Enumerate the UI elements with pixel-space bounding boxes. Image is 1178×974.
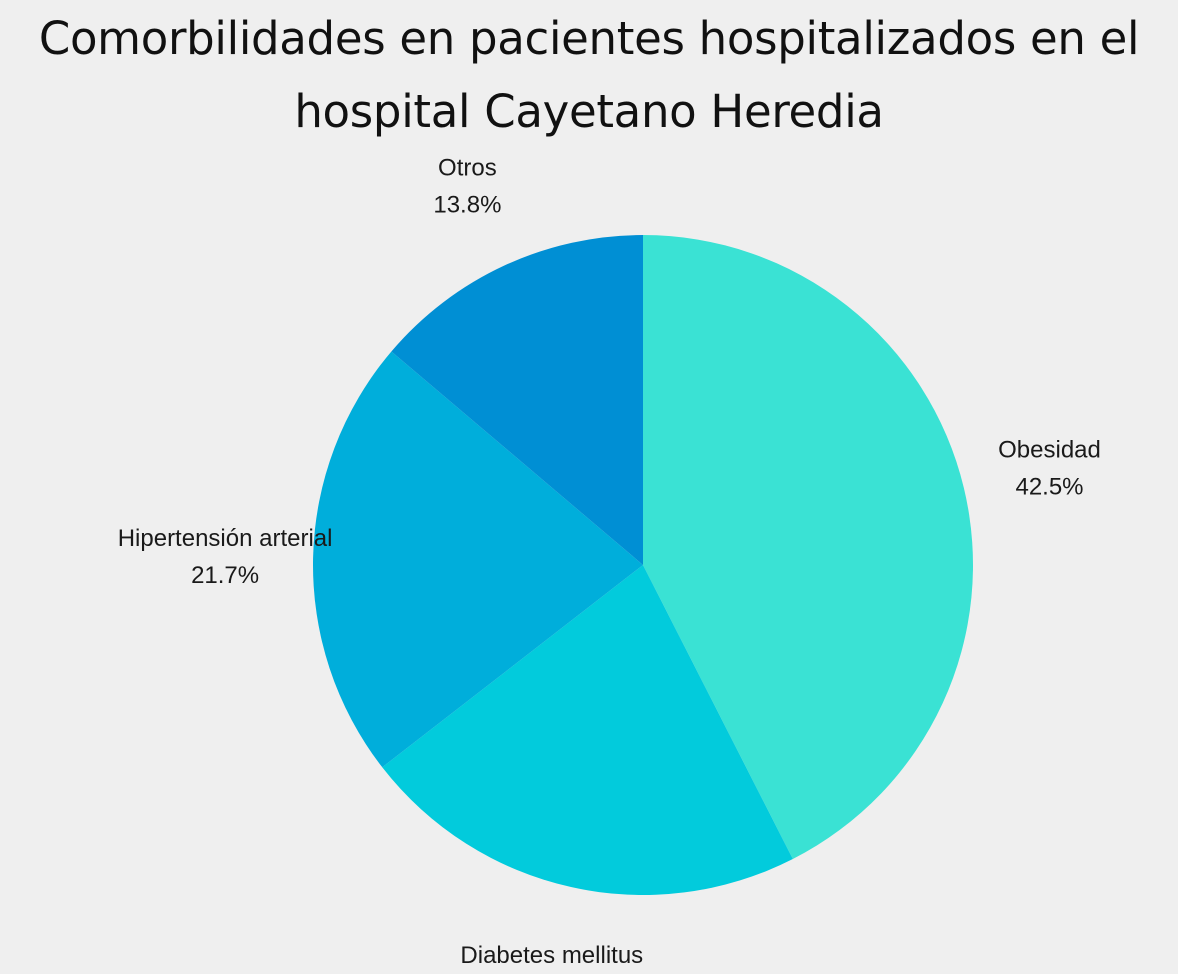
pie-slices (312, 235, 973, 895)
pie-slice-otros (391, 235, 643, 565)
pie-slice-diabetes-mellitus (382, 565, 793, 895)
chart-title: Comorbilidades en pacientes hospitalizad… (0, 2, 1178, 148)
pie-label-otros: Otros 13.8% (433, 155, 501, 219)
pie-labels: Obesidad 42.5% Diabetes mellitus22% Hiperte… (118, 155, 1101, 974)
pie-label-name: Obesidad (998, 436, 1101, 463)
pie-label-value: 21.7% (191, 562, 259, 589)
pie-slice-hipertension-arterial (312, 351, 643, 768)
pie-label-name: Otros (438, 155, 497, 182)
pie-slice-obesidad (643, 235, 973, 860)
chart-title-line-2: hospital Cayetano Heredia (294, 85, 884, 138)
pie-label-name: Diabetes mellitus (460, 942, 643, 969)
pie-label-value: 42.5% (1015, 473, 1083, 500)
pie-label-hipertension-arterial: Hipertensión arterial 21.7% (118, 525, 333, 589)
pie-label-diabetes-mellitus: Diabetes mellitus22% (460, 942, 643, 974)
chart-title-line-1: Comorbilidades en pacientes hospitalizad… (38, 12, 1140, 65)
pie-label-name: Hipertensión arterial (118, 525, 333, 552)
pie-label-value: 13.8% (433, 192, 501, 219)
pie-label-obesidad: Obesidad 42.5% (998, 436, 1101, 500)
